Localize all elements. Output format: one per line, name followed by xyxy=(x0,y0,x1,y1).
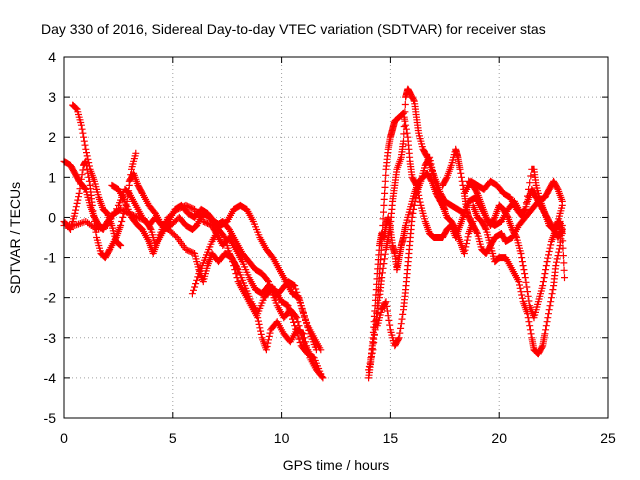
series-track-7 xyxy=(188,226,314,358)
y-tick-label: -5 xyxy=(44,410,57,426)
x-tick-label: 10 xyxy=(274,430,290,446)
series-track-5 xyxy=(108,181,325,354)
plus-markers xyxy=(188,226,314,358)
plus-markers xyxy=(60,157,325,378)
series-track-11 xyxy=(373,153,477,350)
plus-markers xyxy=(447,165,566,241)
y-tick-label: 3 xyxy=(48,89,56,105)
plus-markers xyxy=(125,169,320,354)
plot-frame xyxy=(63,56,609,419)
y-tick-label: 2 xyxy=(48,129,56,145)
series-track-1 xyxy=(60,157,325,378)
y-tick-label: -1 xyxy=(44,250,57,266)
chart-title: Day 330 of 2016, Sidereal Day-to-day VTE… xyxy=(41,21,546,37)
x-axis-ticks: 0 5 10 15 20 25 xyxy=(60,57,616,446)
y-tick-label: 1 xyxy=(48,169,56,185)
x-axis-label: GPS time / hours xyxy=(283,457,390,473)
y-tick-label: -4 xyxy=(44,370,57,386)
series-track-6 xyxy=(125,169,320,354)
plus-markers xyxy=(108,181,325,354)
y-axis-ticks: -5 -4 -3 -2 -1 0 1 2 3 4 xyxy=(44,49,608,426)
series-track-16 xyxy=(447,165,566,241)
series-track-14 xyxy=(469,201,566,358)
x-tick-label: 5 xyxy=(169,430,177,446)
y-tick-label: 0 xyxy=(48,209,56,225)
x-tick-label: 15 xyxy=(383,430,399,446)
plus-markers xyxy=(469,201,566,358)
y-tick-label: 4 xyxy=(48,49,56,65)
data-points xyxy=(60,85,568,382)
x-tick-label: 25 xyxy=(600,430,616,446)
y-tick-label: -2 xyxy=(44,290,57,306)
x-tick-label: 20 xyxy=(491,430,507,446)
x-tick-label: 0 xyxy=(60,430,68,446)
y-axis-label: SDTVAR / TECUs xyxy=(7,182,23,294)
gridlines xyxy=(64,57,608,418)
y-tick-label: -3 xyxy=(44,330,57,346)
plus-markers xyxy=(373,153,477,350)
